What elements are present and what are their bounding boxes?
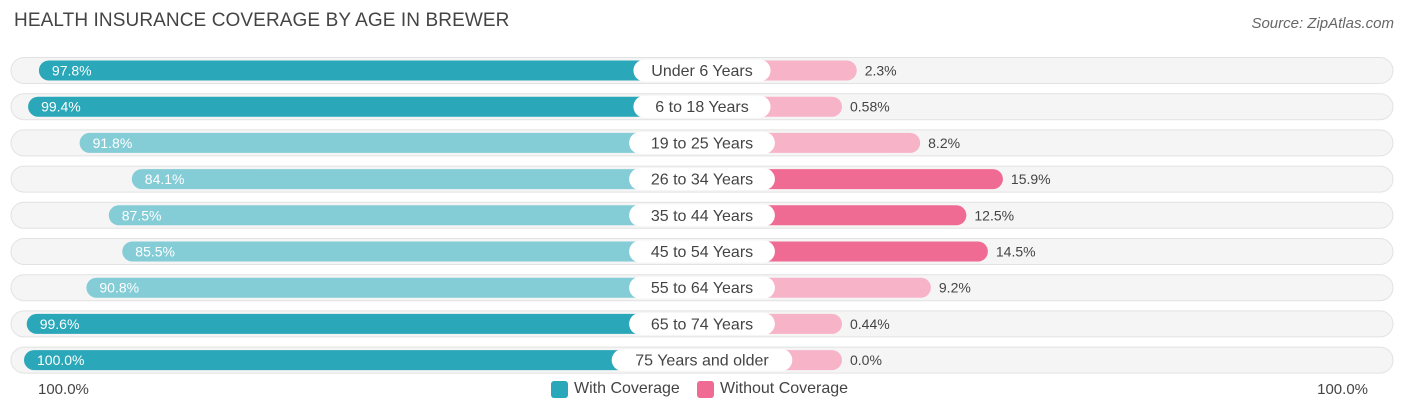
value-label-without: 0.44% [850, 316, 890, 332]
category-pill [633, 59, 771, 82]
bar-without-coverage [702, 169, 1003, 190]
value-label-without: 8.2% [928, 135, 960, 151]
category-label: 65 to 74 Years [651, 316, 753, 333]
bar-with-coverage [26, 313, 703, 334]
value-label-with: 99.6% [40, 316, 80, 332]
category-pill [629, 204, 775, 227]
bar-with-coverage [86, 277, 703, 298]
legend-label-without: Without Coverage [720, 380, 849, 397]
category-label: Under 6 Years [651, 63, 752, 80]
chart-title: HEALTH INSURANCE COVERAGE BY AGE IN BREW… [14, 10, 510, 31]
legend-swatch-with [551, 380, 568, 398]
value-label-without: 12.5% [974, 207, 1014, 223]
chart-source: Source: ZipAtlas.com [1251, 15, 1394, 32]
bar-with-coverage [28, 96, 703, 117]
legend-swatch-without [697, 380, 714, 398]
category-label: 75 Years and older [635, 353, 769, 370]
category-pill [629, 131, 775, 154]
category-pill [629, 312, 775, 335]
category-label: 6 to 18 Years [655, 99, 748, 116]
category-pill [629, 168, 775, 191]
axis-right-label: 100.0% [1317, 381, 1368, 398]
category-label: 55 to 64 Years [651, 280, 753, 297]
category-pill [611, 349, 793, 372]
value-label-with: 91.8% [93, 135, 133, 151]
bar-with-coverage [131, 169, 702, 190]
category-pill [629, 276, 775, 299]
value-label-without: 0.0% [850, 352, 882, 368]
value-label-with: 100.0% [37, 352, 84, 368]
value-label-with: 85.5% [135, 244, 175, 260]
legend-label-with: With Coverage [574, 380, 680, 397]
value-label-without: 9.2% [939, 280, 971, 296]
value-label-without: 14.5% [996, 244, 1036, 260]
category-label: 19 to 25 Years [651, 135, 753, 152]
value-label-with: 84.1% [145, 171, 185, 187]
value-label-with: 90.8% [99, 280, 139, 296]
bar-with-coverage [122, 241, 702, 262]
category-label: 35 to 44 Years [651, 208, 753, 225]
value-label-without: 15.9% [1011, 171, 1051, 187]
category-pill [633, 95, 771, 118]
category-pill [629, 240, 775, 263]
category-label: 45 to 54 Years [651, 244, 753, 261]
legend-without-coverage[interactable]: Without Coverage [697, 380, 848, 398]
bar-with-coverage [24, 350, 702, 371]
value-label-without: 2.3% [865, 63, 897, 79]
category-label: 26 to 34 Years [651, 172, 753, 189]
bar-with-coverage [38, 60, 702, 81]
value-label-with: 87.5% [122, 207, 162, 223]
legend: With Coverage Without Coverage [0, 380, 1406, 400]
legend-with-coverage[interactable]: With Coverage [551, 380, 680, 398]
axis-left-label: 100.0% [38, 381, 89, 398]
bar-chart: 97.8% 2.3% Under 6 Years 99.4% 0.58% 6 to 18 … [10, 57, 1394, 374]
value-label-with: 99.4% [41, 99, 81, 115]
value-label-with: 97.8% [52, 63, 92, 79]
value-label-without: 0.58% [850, 99, 890, 115]
bar-with-coverage [79, 132, 702, 153]
bar-with-coverage [108, 205, 702, 226]
